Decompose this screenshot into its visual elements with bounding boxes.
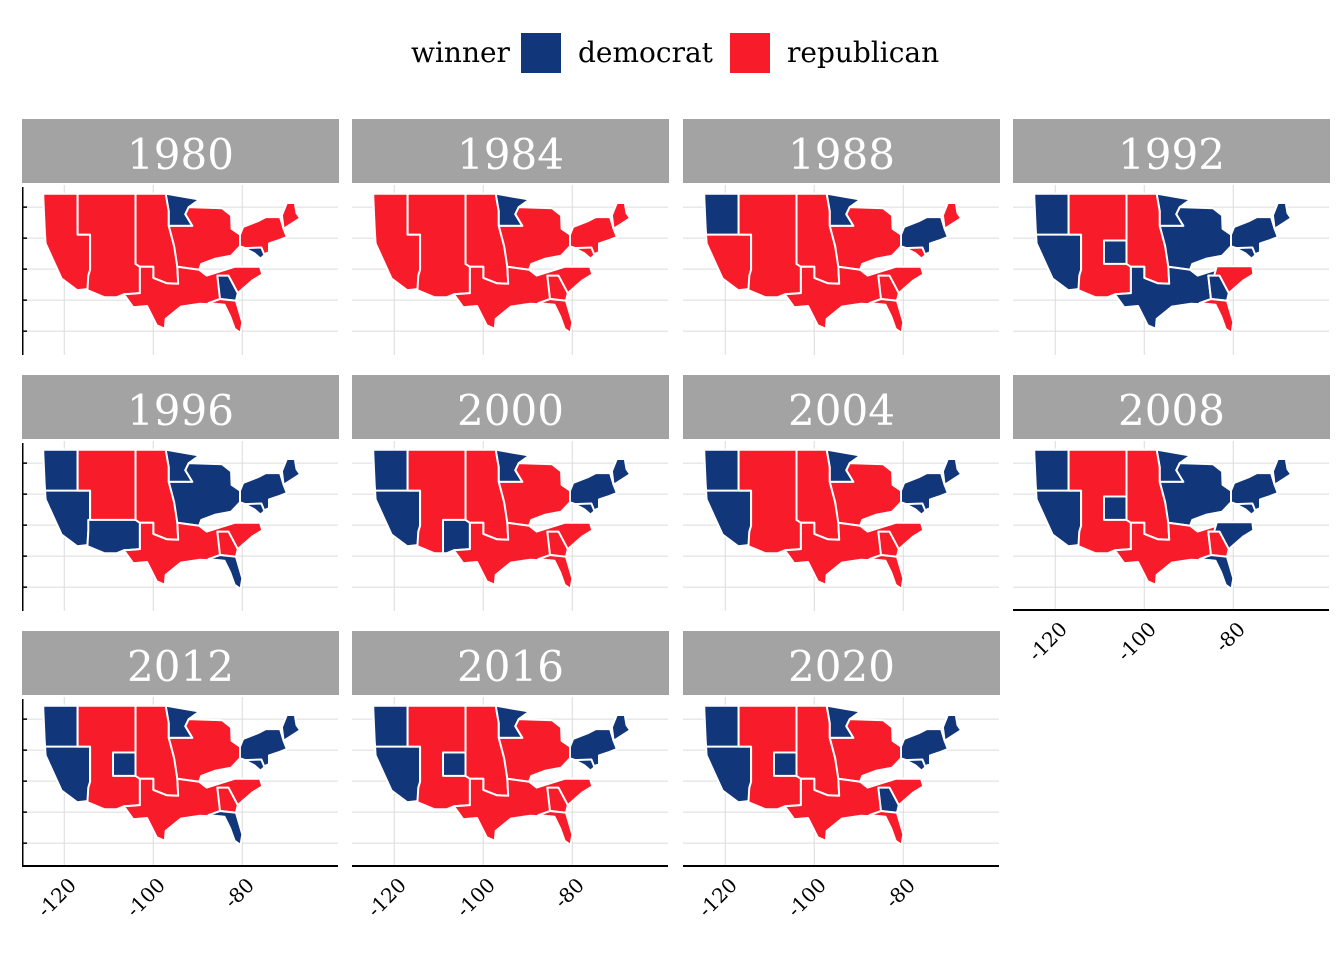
state-region-mdde (575, 760, 595, 771)
state-region-florida (538, 555, 572, 589)
map-panel-2008 (1013, 441, 1329, 611)
state-region-mdde (906, 760, 926, 771)
state-region-florida (538, 811, 572, 845)
facet-strip-2020: 2020 (683, 631, 1000, 695)
map-panel-1992 (1013, 185, 1329, 355)
facet-strip-1992: 1992 (1013, 119, 1330, 183)
x-tick-label: -100 (111, 873, 170, 932)
state-region-northwest (704, 706, 738, 747)
facet-strip-1996: 1996 (22, 375, 339, 439)
x-tick-label: -100 (441, 873, 500, 932)
state-region-florida (869, 555, 903, 589)
state-region-northwest (704, 450, 738, 491)
state-region-florida (208, 299, 242, 333)
state-region-florida (1199, 299, 1233, 333)
x-tick-label: -100 (1102, 617, 1161, 676)
map-panel-2004 (683, 441, 999, 611)
state-region-mdde (906, 504, 926, 515)
state-region-northwest (43, 450, 77, 491)
map-panel-1996 (22, 441, 338, 611)
facet-strip-1980: 1980 (22, 119, 339, 183)
x-tick-label: -80 (200, 873, 259, 932)
map-panel-1984 (352, 185, 668, 355)
state-region-mdde (245, 504, 265, 515)
facet-strip-2012: 2012 (22, 631, 339, 695)
x-tick-label: -120 (352, 873, 411, 932)
state-region-northwest (1034, 450, 1068, 491)
legend-key-republican (730, 33, 770, 73)
x-tick-label: -80 (1191, 617, 1250, 676)
state-region-northwest (1034, 194, 1068, 235)
facet-strip-2016: 2016 (352, 631, 669, 695)
map-panel-1980 (22, 185, 338, 355)
state-region-mdde (245, 760, 265, 771)
map-panel-2020 (683, 697, 999, 867)
state-region-florida (869, 299, 903, 333)
state-region-mdde (575, 248, 595, 259)
state-region-mdde (575, 504, 595, 515)
state-region-newmexico (443, 520, 470, 553)
legend-label-republican: republican (787, 36, 939, 69)
state-region-florida (538, 299, 572, 333)
legend-key-democrat (521, 33, 561, 73)
state-region-northwest (704, 194, 738, 235)
state-region-mdde (906, 248, 926, 259)
x-tick-label: -80 (861, 873, 920, 932)
x-tick-label: -120 (1013, 617, 1072, 676)
facet-strip-2004: 2004 (683, 375, 1000, 439)
state-region-florida (1199, 555, 1233, 589)
state-region-southwest (87, 520, 139, 553)
state-region-florida (869, 811, 903, 845)
facet-strip-2008: 2008 (1013, 375, 1330, 439)
state-region-mdde (1236, 504, 1256, 515)
facet-strip-1988: 1988 (683, 119, 1000, 183)
state-region-mdde (245, 248, 265, 259)
state-region-northwest (373, 706, 407, 747)
state-region-northwest (43, 706, 77, 747)
map-panel-2000 (352, 441, 668, 611)
x-tick-label: -120 (683, 873, 742, 932)
x-tick-label: -100 (772, 873, 831, 932)
map-panel-1988 (683, 185, 999, 355)
legend: winner democrat republican (0, 30, 1344, 76)
map-panel-2012 (22, 697, 338, 867)
state-region-northwest (373, 450, 407, 491)
facet-strip-2000: 2000 (352, 375, 669, 439)
state-region-florida (208, 811, 242, 845)
state-region-mdde (1236, 248, 1256, 259)
legend-title: winner (411, 36, 510, 69)
state-region-florida (208, 555, 242, 589)
x-tick-label: -120 (22, 873, 81, 932)
facet-strip-1984: 1984 (352, 119, 669, 183)
legend-label-democrat: democrat (578, 36, 713, 69)
x-tick-label: -80 (530, 873, 589, 932)
map-panel-2016 (352, 697, 668, 867)
